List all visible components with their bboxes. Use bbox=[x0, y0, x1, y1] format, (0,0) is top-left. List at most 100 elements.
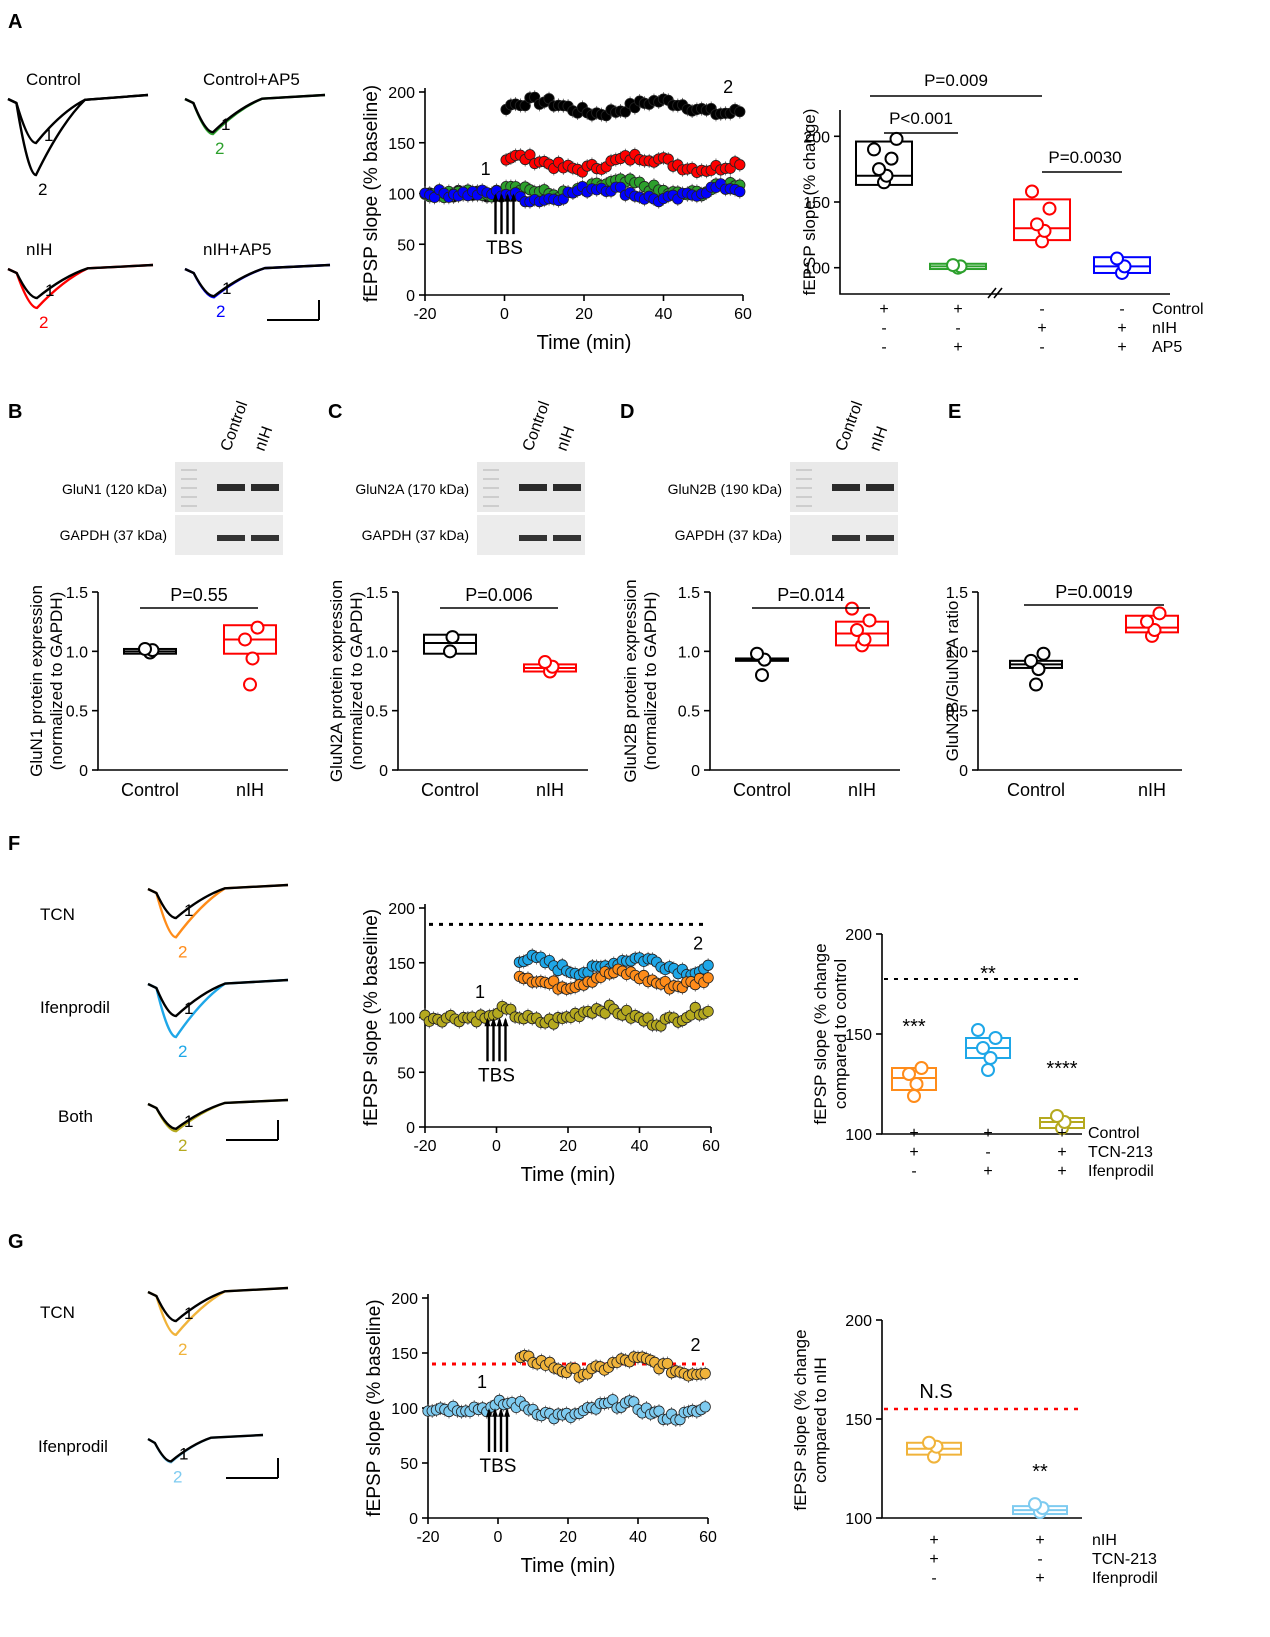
panel-f-timecourse-series-both bbox=[419, 998, 714, 1034]
panel-g-box-box-2 bbox=[1012, 1497, 1068, 1520]
panel-f-box-dot bbox=[907, 1089, 921, 1103]
panel-a-timecourse-tbs-label: TBS bbox=[486, 238, 523, 259]
panel-f-trace-ifenprodil-trace1 bbox=[147, 978, 289, 1018]
panel-d-pvalue: P=0.014 bbox=[777, 585, 845, 605]
panel-f-timecourse-timepoint1: 1 bbox=[475, 982, 485, 1002]
panel-g-trace-tcn: TCN 1 2 bbox=[40, 1286, 289, 1359]
panel-f-sign-table-sign: + bbox=[1057, 1125, 1066, 1142]
panel-g-sign-table-row-label: TCN-213 bbox=[1092, 1551, 1157, 1568]
panel-c-blot bbox=[477, 462, 585, 555]
panel-d-band-bottom-label: GAPDH (37 kDa) bbox=[675, 527, 782, 543]
panel-f-timecourse-xtick-label: 20 bbox=[559, 1138, 577, 1155]
panel-g-timecourse-ytick-label: 200 bbox=[391, 1291, 418, 1308]
panel-a-trace-control-ap5-label1: 1 bbox=[221, 115, 230, 134]
panel-a-timecourse-series-nih-ap5 bbox=[419, 176, 746, 209]
panel-g-timecourse-tbs-label: TBS bbox=[480, 1456, 517, 1477]
panel-c-box-box-2 bbox=[523, 655, 577, 679]
panel-b-box-dot bbox=[138, 641, 152, 656]
panel-f-timecourse-tbs-arrowhead bbox=[490, 1017, 497, 1027]
panel-d-box-dot bbox=[755, 668, 769, 683]
panel-a-box-ylabel: fEPSP slope (% change) bbox=[800, 109, 819, 296]
panel-f-sign-table-sign: - bbox=[985, 1144, 990, 1161]
panel-e-box-ytick-label: 0.5 bbox=[946, 704, 968, 721]
panel-a-timecourse-tbs-arrowhead bbox=[504, 193, 511, 202]
panel-d-band bbox=[866, 484, 894, 491]
panel-g-sign-table-sign: - bbox=[931, 1570, 936, 1587]
panel-g-timecourse-point bbox=[699, 1367, 711, 1380]
panel-f-sign-table-sign: + bbox=[909, 1144, 918, 1161]
panel-f-trace-ifenprodil-label1: 1 bbox=[184, 999, 193, 1018]
panel-b-box: 0 0.5 1.0 1.5 bbox=[66, 585, 288, 780]
panel-d-blot bbox=[790, 462, 898, 555]
panel-a-label: A bbox=[8, 11, 22, 33]
panel-a-sign-table-row-label: Control bbox=[1152, 301, 1204, 318]
panel-f-sign-table-sign: + bbox=[909, 1125, 918, 1142]
panel-a-timecourse-xlabel: Time (min) bbox=[537, 332, 632, 354]
panel-b-box-axes bbox=[97, 592, 288, 771]
panel-a-sign-table-sign: + bbox=[1117, 339, 1126, 356]
panel-d-ylabel1: GluN2B protein expression bbox=[621, 579, 640, 782]
panel-e-xcat-nih: nIH bbox=[1138, 780, 1166, 800]
panel-a-axis-break bbox=[993, 287, 1003, 299]
panel-a-timecourse-tbs-arrowhead bbox=[498, 193, 505, 202]
panel-f-timecourse-ytick-label: 200 bbox=[388, 901, 415, 918]
panel-b-band bbox=[217, 535, 245, 541]
panel-g-box-ytick-label: 100 bbox=[845, 1511, 872, 1528]
panel-d-xcat-nih: nIH bbox=[848, 780, 876, 800]
panel-a-timecourse-xtick-label: 20 bbox=[575, 306, 593, 323]
panel-e-box-dot bbox=[1036, 646, 1051, 661]
panel-c-box-dot bbox=[443, 644, 457, 659]
panel-a-timecourse-series-nih bbox=[500, 147, 746, 180]
panel-b-box-dot bbox=[238, 632, 252, 647]
panel-f-box-dot bbox=[909, 1077, 924, 1091]
panel-g-box-ytick-label: 200 bbox=[845, 1313, 872, 1330]
panel-a-trace-nih-label1: 1 bbox=[45, 281, 54, 300]
panel-b-xcat-control: Control bbox=[121, 780, 179, 800]
panel-a-timecourse-point bbox=[734, 106, 746, 118]
panel-a-sign-table-sign: + bbox=[953, 339, 962, 356]
panel-a-trace-nih-title: nIH bbox=[26, 240, 52, 259]
panel-a-sign-table-sign: - bbox=[1039, 301, 1044, 318]
panel-g-star-tcn: N.S bbox=[919, 1381, 952, 1403]
panel-g-label: G bbox=[8, 1231, 24, 1253]
panel-a-trace-control: Control 1 2 bbox=[7, 70, 149, 199]
panel-a-box-dot bbox=[1110, 251, 1124, 266]
panel-a-compare-text: P=0.009 bbox=[924, 71, 988, 90]
panel-a-compare-text: P=0.0030 bbox=[1048, 148, 1121, 167]
panel-b-box-ytick-label: 0.5 bbox=[66, 704, 88, 721]
panel-d-lane-nih: nIH bbox=[867, 424, 891, 453]
panel-f-box-box-2 bbox=[965, 1023, 1011, 1077]
panel-a-compare-text: P<0.001 bbox=[889, 109, 953, 128]
panel-g-timecourse-ytick-label: 150 bbox=[391, 1346, 418, 1363]
panel-f-sign-table-row-label: Control bbox=[1088, 1125, 1140, 1142]
panel-a-sign-table-sign: - bbox=[1039, 339, 1044, 356]
panel-g-trace-tcn-label2: 2 bbox=[178, 1340, 187, 1359]
panel-a-sign-table-sign: + bbox=[1117, 320, 1126, 337]
panel-f-sign-table-sign: + bbox=[1057, 1163, 1066, 1180]
panel-g-timecourse-timepoint2: 2 bbox=[691, 1335, 701, 1355]
panel-f-box-dot bbox=[1050, 1109, 1064, 1123]
panel-a-sign-table-sign: + bbox=[879, 301, 888, 318]
panel-g-box-ylabel1: fEPSP slope (% change bbox=[791, 1329, 810, 1510]
panel-g-timecourse-point bbox=[699, 1401, 711, 1413]
panel-b-ylabel1: GluN1 protein expression bbox=[27, 585, 46, 777]
panel-a-sign-table-sign: - bbox=[881, 339, 886, 356]
panel-g-box-ytick-label: 150 bbox=[845, 1412, 872, 1429]
panel-f-sign-table-row-label: TCN-213 bbox=[1088, 1144, 1153, 1161]
panel-a-timecourse-ytick-label: 200 bbox=[388, 85, 415, 102]
panel-b-box-box-1 bbox=[123, 641, 177, 660]
panel-b-box-ytick-label: 1.0 bbox=[66, 644, 88, 661]
panel-c-ylabel1: GluN2A protein expression bbox=[327, 580, 346, 782]
panel-d-box-dot bbox=[857, 632, 872, 647]
panel-a-trace-nih-label2: 2 bbox=[39, 313, 48, 332]
panel-e-box-box-1 bbox=[1009, 646, 1063, 692]
panel-b-ylabel2: (normalized to GAPDH) bbox=[47, 592, 66, 771]
panel-f-box-dot bbox=[988, 1031, 1003, 1045]
panel-g-box-box-1 bbox=[906, 1435, 962, 1464]
panel-b-blot bbox=[175, 462, 283, 555]
panel-a-trace-nih-trace1 bbox=[7, 263, 154, 300]
panel-e-box-ytick-label: 1.5 bbox=[946, 585, 968, 602]
panel-f-scalebar bbox=[226, 1120, 279, 1141]
panel-f-trace-tcn-label2: 2 bbox=[178, 942, 187, 961]
